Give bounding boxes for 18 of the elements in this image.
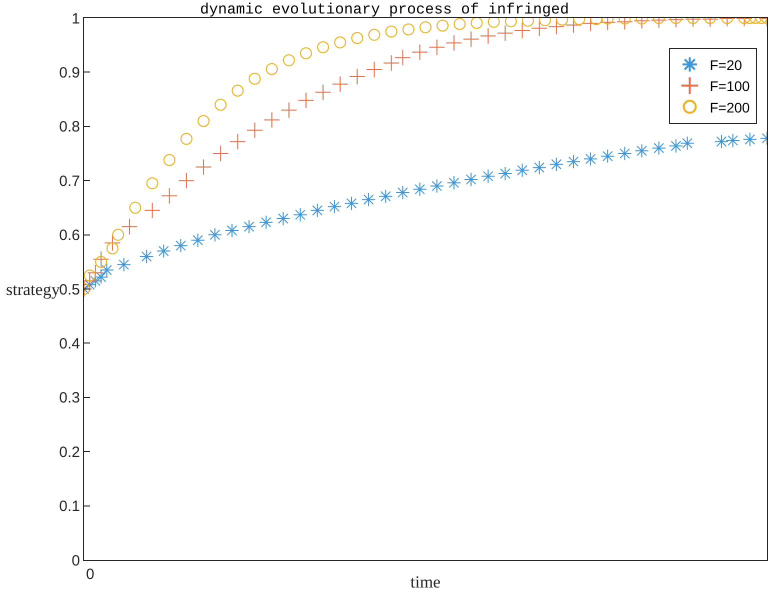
y-tick-label: 1 [72, 10, 80, 28]
text: 0 [86, 566, 94, 583]
y-tick-label: 0.8 [59, 118, 80, 136]
legend-label: F=20 [710, 56, 742, 73]
legend-label: F=100 [710, 78, 750, 94]
y-tick-label: 0 [72, 552, 80, 570]
y-tick-label: 0.4 [59, 335, 80, 352]
x-axis-title: time [410, 572, 441, 592]
chart-title: dynamic evolutionary process of infringed [200, 2, 570, 18]
y-axis-title: strategy [6, 280, 60, 299]
y-tick-label: 0.9 [59, 64, 80, 82]
legend-label: F=200 [710, 99, 750, 116]
y-tick-label: 0.6 [59, 227, 80, 244]
y-tick-label: 0.3 [59, 390, 80, 407]
y-tick-label: 0.5 [59, 281, 80, 298]
y-tick-label: 0.7 [59, 172, 80, 190]
y-tick-label: 0.1 [59, 498, 80, 516]
y-tick-label: 0.2 [59, 444, 80, 461]
